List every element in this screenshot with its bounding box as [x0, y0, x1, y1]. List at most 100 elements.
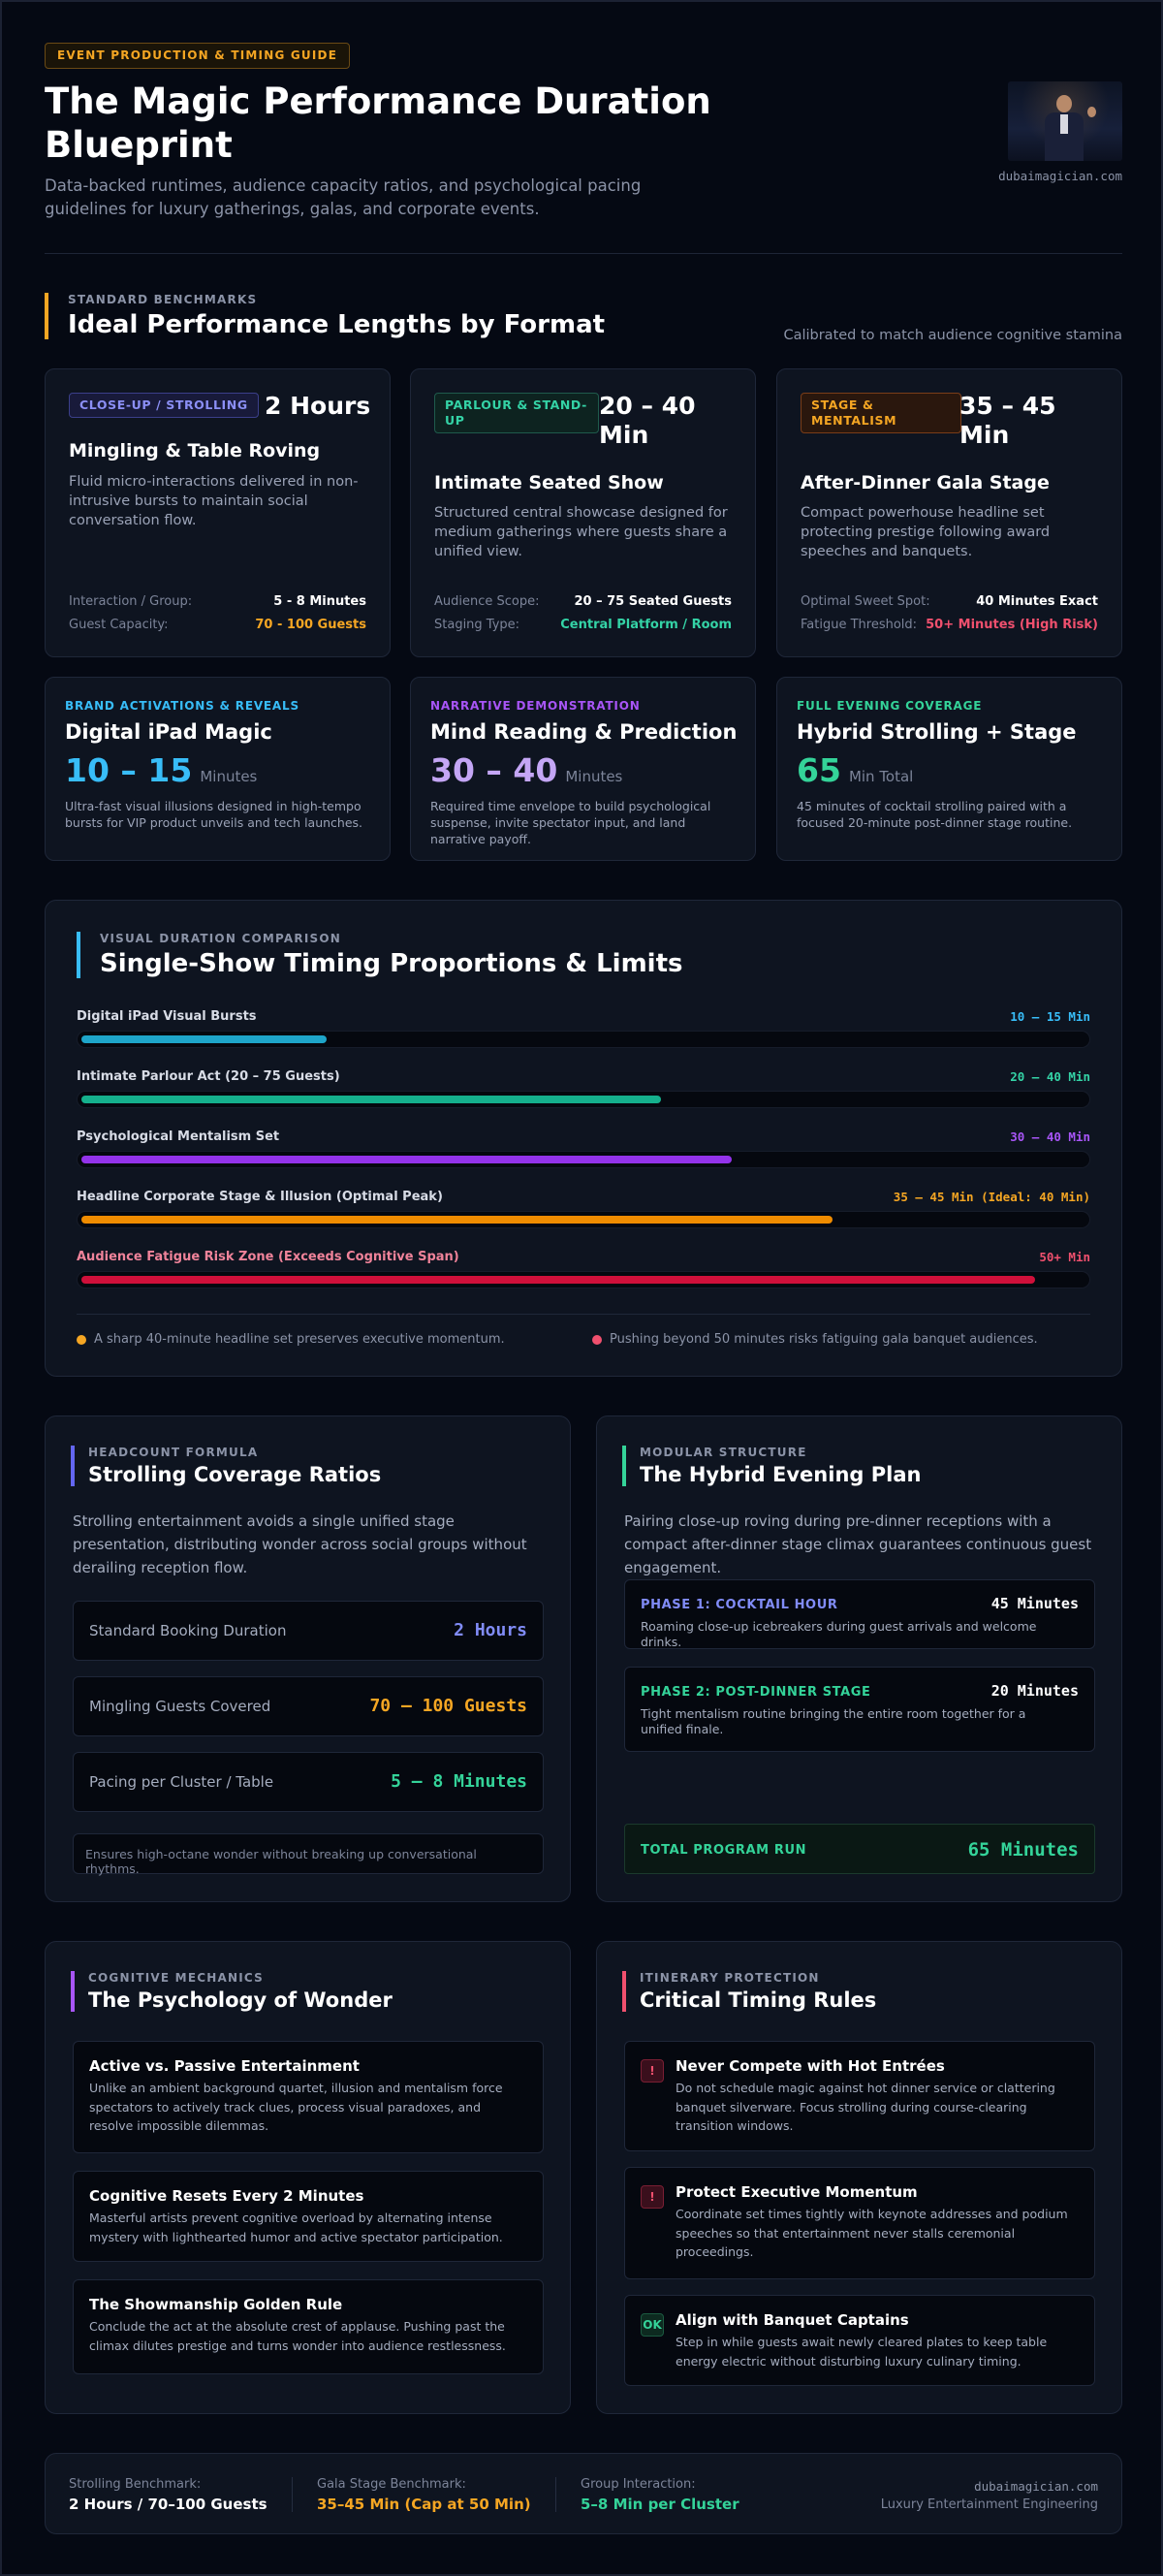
- format-card-closeup: CLOSE-UP / STROLLING 2 Hours Mingling & …: [45, 368, 391, 657]
- row-key: Optimal Sweet Spot:: [801, 594, 930, 609]
- footer-stat: Gala Stage Benchmark: 35–45 Min (Cap at …: [317, 2477, 531, 2513]
- warning-icon: !: [641, 2185, 664, 2209]
- bar-label: Audience Fatigue Risk Zone (Exceeds Cogn…: [77, 1250, 459, 1264]
- row-key: Guest Capacity:: [69, 618, 169, 632]
- timing-rules-panel: ITINERARY PROTECTION Critical Timing Rul…: [596, 1941, 1122, 2414]
- bar-label: Intimate Parlour Act (20 – 75 Guests): [77, 1069, 340, 1084]
- total-value: 65 Minutes: [967, 1839, 1079, 1860]
- format-badge: CLOSE-UP / STROLLING: [69, 393, 259, 418]
- site-link[interactable]: dubaimagician.com: [998, 169, 1122, 183]
- stat-booking-duration: Standard Booking Duration 2 Hours: [73, 1601, 544, 1661]
- footer-divider: [555, 2477, 556, 2512]
- rule-card: ! Protect Executive Momentum Coordinate …: [624, 2167, 1095, 2279]
- comparison-kicker: VISUAL DURATION COMPARISON: [100, 932, 341, 945]
- eyebrow-badge: EVENT PRODUCTION & TIMING GUIDE: [45, 43, 351, 69]
- footer-stat: Group Interaction: 5–8 Min per Cluster: [581, 2477, 739, 2513]
- stat-guests-covered: Mingling Guests Covered 70 – 100 Guests: [73, 1676, 544, 1736]
- strolling-coverage-panel: HEADCOUNT FORMULA Strolling Coverage Rat…: [45, 1415, 571, 1902]
- bar-value: 35 – 45 Min (Ideal: 40 Min): [893, 1190, 1090, 1204]
- footer-stat-label: Gala Stage Benchmark:: [317, 2477, 466, 2492]
- check-icon: OK: [641, 2313, 664, 2337]
- panel-kicker: COGNITIVE MECHANICS: [88, 1971, 264, 1985]
- format-row: Fatigue Threshold: 50+ Minutes (High Ris…: [801, 618, 1098, 632]
- format-row: Optimal Sweet Spot: 40 Minutes Exact: [801, 594, 1098, 609]
- row-key: Audience Scope:: [434, 594, 540, 609]
- phase-post-dinner-stage: PHASE 2: POST-DINNER STAGE 20 Minutes Ti…: [624, 1667, 1095, 1752]
- row-key: Fatigue Threshold:: [801, 618, 918, 632]
- warning-icon: !: [641, 2059, 664, 2083]
- panel-kicker: ITINERARY PROTECTION: [640, 1971, 820, 1985]
- stat-label: Mingling Guests Covered: [89, 1698, 271, 1715]
- phase-label: PHASE 2: POST-DINNER STAGE: [641, 1685, 871, 1700]
- hybrid-plan-panel: MODULAR STRUCTURE The Hybrid Evening Pla…: [596, 1415, 1122, 1902]
- format-row: Interaction / Group: 5 - 8 Minutes: [69, 594, 366, 609]
- row-value: 40 Minutes Exact: [976, 594, 1098, 609]
- stat-label: Standard Booking Duration: [89, 1622, 287, 1639]
- card-kicker: FULL EVENING COVERAGE: [797, 699, 983, 713]
- format-desc: Fluid micro-interactions delivered in no…: [69, 474, 359, 528]
- format-row: Guest Capacity: 70 - 100 Guests: [69, 618, 366, 632]
- card-kicker: NARRATIVE DEMONSTRATION: [430, 699, 641, 713]
- rule-desc: Step in while guests await newly cleared…: [676, 2335, 1048, 2369]
- bar-track: [77, 1271, 1090, 1288]
- format-desc: Compact powerhouse headline set protecti…: [801, 505, 1051, 559]
- page-title: The Magic Performance Duration Blueprint: [45, 80, 711, 166]
- stat-value: 2 Hours: [454, 1620, 527, 1640]
- row-key: Interaction / Group:: [69, 594, 193, 609]
- tip-title: Active vs. Passive Entertainment: [89, 2057, 360, 2075]
- format-row: Audience Scope: 20 – 75 Seated Guests: [434, 594, 732, 609]
- card-duration-value: 65: [797, 751, 841, 789]
- phase-duration: 45 Minutes: [990, 1595, 1079, 1612]
- rule-title: Align with Banquet Captains: [676, 2311, 909, 2329]
- phase-label: PHASE 1: COCKTAIL HOUR: [641, 1598, 838, 1612]
- phase-cocktail-hour: PHASE 1: COCKTAIL HOUR 45 Minutes Roamin…: [624, 1579, 1095, 1649]
- stat-value: 5 – 8 Minutes: [391, 1771, 527, 1792]
- benchmarks-title: Ideal Performance Lengths by Format: [68, 310, 606, 339]
- bar-track: [77, 1091, 1090, 1108]
- format-duration: 2 Hours: [265, 392, 371, 420]
- stat-pacing: Pacing per Cluster / Table 5 – 8 Minutes: [73, 1752, 544, 1812]
- legend-dot-red: [592, 1335, 602, 1345]
- footer-tagline: Luxury Entertainment Engineering: [880, 2497, 1098, 2512]
- footer-divider: [292, 2477, 293, 2512]
- bar-track: [77, 1211, 1090, 1228]
- legend-text: Pushing beyond 50 minutes risks fatiguin…: [610, 1332, 1038, 1347]
- card-duration-value: 30 – 40: [430, 751, 558, 789]
- card-kicker: BRAND ACTIVATIONS & REVEALS: [65, 699, 299, 713]
- row-value: 5 - 8 Minutes: [273, 594, 366, 609]
- footer-site-link[interactable]: dubaimagician.com: [974, 2479, 1098, 2494]
- format-duration: 35 – 45 Min: [959, 392, 1056, 449]
- row-value: Central Platform / Room: [560, 618, 732, 632]
- panel-title: The Hybrid Evening Plan: [640, 1463, 922, 1486]
- panel-heading: ITINERARY PROTECTION Critical Timing Rul…: [622, 1971, 876, 2012]
- benchmarks-kicker: STANDARD BENCHMARKS: [68, 293, 258, 306]
- rule-card: OK Align with Banquet Captains Step in w…: [624, 2295, 1095, 2386]
- format-badge: PARLOUR & STAND-UP: [434, 393, 599, 433]
- phase-desc: Roaming close-up icebreakers during gues…: [641, 1619, 1037, 1649]
- legend-text: A sharp 40-minute headline set preserves…: [94, 1332, 505, 1347]
- total-label: TOTAL PROGRAM RUN: [641, 1843, 807, 1858]
- panel-title: The Psychology of Wonder: [88, 1988, 393, 2012]
- comparison-title: Single-Show Timing Proportions & Limits: [100, 949, 683, 978]
- row-value: 70 - 100 Guests: [255, 618, 366, 632]
- row-value: 20 – 75 Seated Guests: [574, 594, 732, 609]
- stat-value: 70 – 100 Guests: [369, 1696, 527, 1716]
- card-duration: 30 – 40 Minutes: [430, 751, 622, 789]
- card-duration: 10 – 15 Minutes: [65, 751, 257, 789]
- strolling-note: Ensures high-octane wonder without break…: [73, 1833, 544, 1876]
- tip-card: Active vs. Passive Entertainment Unlike …: [73, 2041, 544, 2153]
- format-row: Staging Type: Central Platform / Room: [434, 618, 732, 632]
- tip-desc: Unlike an ambient background quartet, il…: [89, 2081, 503, 2133]
- card-title: Digital iPad Magic: [65, 720, 272, 744]
- bar-fill: [81, 1096, 661, 1103]
- panel-title: Strolling Coverage Ratios: [88, 1463, 382, 1486]
- panel-kicker: MODULAR STRUCTURE: [640, 1446, 807, 1459]
- bar-track: [77, 1031, 1090, 1048]
- footer-stat-label: Group Interaction:: [581, 2477, 696, 2492]
- bar-fill: [81, 1276, 1035, 1284]
- tip-title: The Showmanship Golden Rule: [89, 2296, 343, 2313]
- panel-desc: Pairing close-up roving during pre-dinne…: [624, 1512, 1092, 1576]
- format-card-mindreading: NARRATIVE DEMONSTRATION Mind Reading & P…: [410, 677, 756, 861]
- legend-dot-amber: [77, 1335, 86, 1345]
- divider: [77, 1314, 1090, 1315]
